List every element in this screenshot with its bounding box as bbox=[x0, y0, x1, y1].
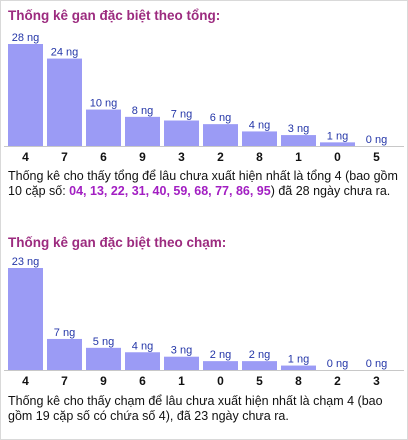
category-label: 6 bbox=[139, 374, 146, 388]
bar-value-label: 4 ng bbox=[132, 340, 153, 352]
section-title-tong: Thống kê gan đặc biệt theo tổng: bbox=[8, 8, 221, 23]
bar bbox=[47, 338, 82, 370]
bar bbox=[86, 109, 121, 146]
category-label: 8 bbox=[256, 150, 263, 164]
bar-value-label: 8 ng bbox=[132, 105, 153, 117]
category-label: 9 bbox=[139, 150, 146, 164]
bar-value-label: 5 ng bbox=[93, 336, 114, 348]
category-label: 2 bbox=[334, 374, 341, 388]
bar bbox=[8, 268, 43, 370]
bar bbox=[164, 120, 199, 146]
bar-chart-cham: 23 ng 4 7 ng 7 5 ng 9 4 ng 6 3 ng 1 2 ng 0 2 ng 5 1 ng… bbox=[4, 256, 404, 388]
category-label: 0 bbox=[334, 150, 341, 164]
category-label: 2 bbox=[217, 150, 224, 164]
bar-value-label: 3 ng bbox=[288, 123, 309, 135]
bar-value-label: 10 ng bbox=[90, 98, 118, 110]
bar-value-label: 2 ng bbox=[249, 349, 270, 361]
category-label: 0 bbox=[217, 374, 224, 388]
bar bbox=[8, 44, 43, 146]
category-label: 7 bbox=[61, 150, 68, 164]
category-label: 3 bbox=[373, 374, 380, 388]
bar bbox=[47, 58, 82, 146]
bar bbox=[281, 135, 316, 146]
description-cham: Thống kê cho thấy chạm để lâu chưa xuất … bbox=[8, 394, 404, 424]
bar bbox=[320, 142, 355, 146]
description-tong: Thống kê cho thấy tổng để lâu chưa xuất … bbox=[8, 169, 404, 199]
bar-value-label: 23 ng bbox=[12, 256, 40, 268]
bar-value-label: 24 ng bbox=[51, 47, 79, 59]
section-title-cham: Thống kê gan đặc biệt theo chạm: bbox=[8, 235, 227, 250]
bar-value-label: 0 ng bbox=[366, 134, 387, 146]
category-label: 5 bbox=[256, 374, 263, 388]
bar-value-label: 3 ng bbox=[171, 345, 192, 357]
bar-value-label: 0 ng bbox=[366, 358, 387, 370]
category-label: 9 bbox=[100, 374, 107, 388]
category-label: 1 bbox=[295, 150, 302, 164]
bar bbox=[242, 361, 277, 370]
bar bbox=[86, 347, 121, 370]
category-label: 3 bbox=[178, 150, 185, 164]
bar-value-label: 28 ng bbox=[12, 32, 40, 44]
category-label: 8 bbox=[295, 374, 302, 388]
category-label: 4 bbox=[22, 374, 29, 388]
bar bbox=[164, 356, 199, 370]
bar-value-label: 1 ng bbox=[288, 354, 309, 366]
bar bbox=[203, 361, 238, 370]
bar bbox=[125, 116, 160, 146]
bar-value-label: 4 ng bbox=[249, 119, 270, 131]
category-label: 1 bbox=[178, 374, 185, 388]
category-label: 4 bbox=[22, 150, 29, 164]
description-cham-prefix: Thống kê cho thấy chạm để lâu chưa xuất … bbox=[8, 394, 383, 423]
bar-value-label: 1 ng bbox=[327, 130, 348, 142]
bar-value-label: 2 ng bbox=[210, 349, 231, 361]
bar-value-label: 7 ng bbox=[54, 327, 75, 339]
bar bbox=[281, 365, 316, 370]
bar-value-label: 0 ng bbox=[327, 358, 348, 370]
description-tong-codes: 04, 13, 22, 31, 40, 59, 68, 77, 86, 95 bbox=[69, 184, 271, 198]
description-tong-prefix: Thống kê cho thấy tổng để lâu chưa xuất … bbox=[8, 169, 398, 198]
bar-value-label: 7 ng bbox=[171, 109, 192, 121]
category-label: 6 bbox=[100, 150, 107, 164]
description-tong-suffix: ) đã 28 ngày chưa ra. bbox=[270, 184, 391, 198]
bar bbox=[203, 124, 238, 146]
category-label: 5 bbox=[373, 150, 380, 164]
bar bbox=[125, 352, 160, 370]
category-label: 7 bbox=[61, 374, 68, 388]
bar bbox=[242, 131, 277, 146]
bar-value-label: 6 ng bbox=[210, 112, 231, 124]
